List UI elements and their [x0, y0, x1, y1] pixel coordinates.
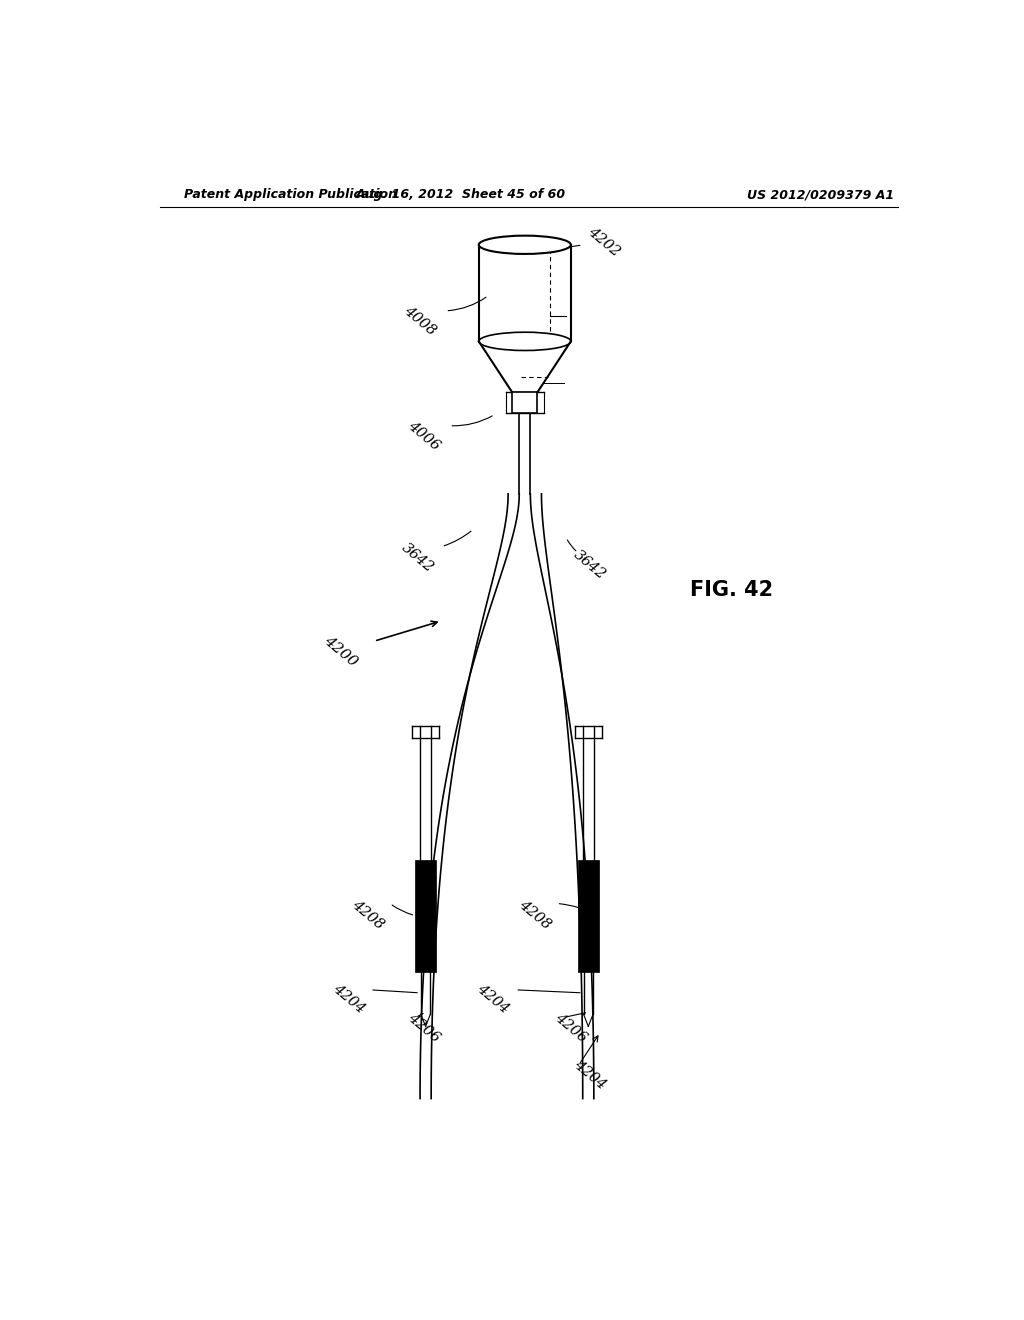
- Text: 3642: 3642: [571, 548, 608, 582]
- Text: 3642: 3642: [399, 541, 436, 576]
- Text: 4208: 4208: [516, 898, 553, 932]
- Text: 4208: 4208: [349, 898, 386, 932]
- Bar: [479, 244, 570, 342]
- Text: US 2012/0209379 A1: US 2012/0209379 A1: [748, 189, 894, 202]
- Polygon shape: [479, 342, 570, 392]
- Polygon shape: [420, 494, 519, 1098]
- Text: 4200: 4200: [322, 634, 360, 669]
- Text: 4206: 4206: [406, 1010, 442, 1044]
- Text: 4206: 4206: [552, 1010, 590, 1044]
- Text: FIG. 42: FIG. 42: [689, 581, 773, 601]
- Text: Patent Application Publication: Patent Application Publication: [183, 189, 396, 202]
- Text: Aug. 16, 2012  Sheet 45 of 60: Aug. 16, 2012 Sheet 45 of 60: [356, 189, 566, 202]
- Ellipse shape: [479, 236, 570, 253]
- Text: 4008: 4008: [401, 304, 438, 338]
- Text: 4204: 4204: [474, 982, 512, 1016]
- Bar: [578, 859, 599, 972]
- Bar: [416, 859, 436, 972]
- Text: 4202: 4202: [565, 224, 623, 259]
- Polygon shape: [530, 494, 594, 1098]
- Text: 4204: 4204: [571, 1057, 608, 1093]
- Text: 4204: 4204: [330, 982, 368, 1016]
- Bar: [512, 392, 538, 412]
- Text: 4006: 4006: [406, 418, 442, 453]
